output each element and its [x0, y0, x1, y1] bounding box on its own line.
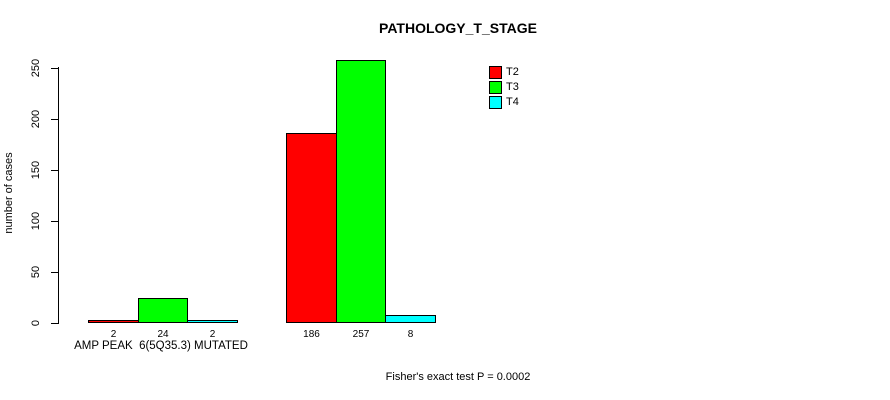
legend-swatch-t4 [489, 96, 502, 109]
chart-title: PATHOLOGY_T_STAGE [379, 20, 537, 36]
bar-value-label: 257 [352, 329, 370, 340]
y-tick-label: 250 [30, 58, 42, 78]
x-category-label: AMP PEAK 6(5Q35.3) MUTATED [74, 340, 248, 352]
y-tick-mark [51, 272, 58, 273]
bar-t4-group1 [187, 320, 238, 323]
y-tick-label: 100 [30, 211, 42, 231]
bar-t2-group2 [286, 133, 337, 323]
bar-t2-group1 [88, 320, 139, 323]
y-axis-label: number of cases [3, 152, 15, 234]
legend-label-t4: T4 [506, 96, 519, 108]
y-tick-mark [51, 221, 58, 222]
bar-t3-group1 [138, 298, 188, 323]
y-tick-mark [51, 68, 58, 69]
y-axis-line [58, 67, 59, 324]
bar-value-label: 8 [407, 329, 414, 340]
y-tick-label: 200 [30, 109, 42, 129]
bar-t4-group2 [385, 315, 436, 323]
bar-t3-group2 [336, 60, 386, 323]
y-tick-label: 50 [30, 265, 42, 279]
bar-value-label: 2 [209, 329, 216, 340]
y-tick-mark [51, 119, 58, 120]
y-tick-label: 0 [30, 319, 42, 327]
legend-swatch-t3 [489, 81, 502, 94]
y-tick-label: 150 [30, 160, 42, 180]
y-tick-mark [51, 323, 58, 324]
bar-value-label: 2 [110, 329, 117, 340]
y-tick-mark [51, 170, 58, 171]
legend-label-t3: T3 [506, 81, 519, 93]
legend-label-t2: T2 [506, 66, 519, 78]
bar-value-label: 186 [303, 329, 320, 340]
bar-value-label: 24 [157, 329, 169, 340]
fisher-test-annotation: Fisher's exact test P = 0.0002 [385, 371, 531, 383]
legend-swatch-t2 [489, 66, 502, 79]
